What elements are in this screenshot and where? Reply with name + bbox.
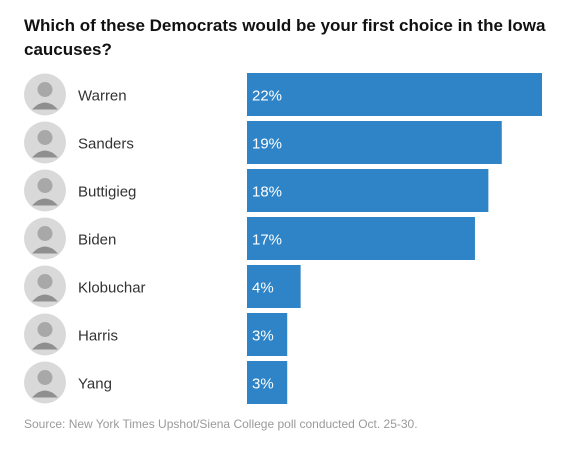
- bar: [247, 313, 288, 356]
- bar-row: Klobuchar 4%: [24, 265, 301, 308]
- candidate-photo: [24, 73, 66, 116]
- candidate-photo: [24, 265, 66, 308]
- bar: [247, 217, 475, 260]
- bar-row: Yang 3%: [24, 361, 288, 404]
- category-label: Harris: [78, 328, 118, 345]
- category-label: Yang: [78, 376, 112, 393]
- candidate-photo: [24, 169, 66, 212]
- data-label: 3%: [252, 376, 274, 393]
- bar-row: Biden 17%: [24, 217, 475, 260]
- bar-row: Harris 3%: [24, 313, 288, 356]
- category-label: Biden: [78, 232, 116, 249]
- category-label: Sanders: [78, 136, 134, 153]
- category-label: Warren: [78, 88, 127, 105]
- candidate-photo: [24, 217, 66, 260]
- data-label: 19%: [252, 136, 282, 153]
- candidate-photo: [24, 361, 66, 404]
- bar: [247, 361, 288, 404]
- bar: [247, 169, 489, 212]
- data-label: 3%: [252, 328, 274, 345]
- bar-row: Buttigieg 18%: [24, 169, 489, 212]
- category-label: Buttigieg: [78, 184, 136, 201]
- data-label: 17%: [252, 232, 282, 249]
- candidate-photo: [24, 121, 66, 164]
- data-label: 18%: [252, 184, 282, 201]
- candidate-photo: [24, 313, 66, 356]
- bar: [247, 73, 542, 116]
- bar-row: Sanders 19%: [24, 121, 502, 164]
- category-label: Klobuchar: [78, 280, 146, 297]
- bar: [247, 121, 502, 164]
- bar: [247, 265, 301, 308]
- data-label: 4%: [252, 280, 274, 297]
- data-label: 22%: [252, 88, 282, 105]
- bar-row: Warren 22%: [24, 73, 542, 116]
- source-note: Source: New York Times Upshot/Siena Coll…: [24, 417, 418, 431]
- chart-title: Which of these Democrats would be your f…: [24, 16, 546, 59]
